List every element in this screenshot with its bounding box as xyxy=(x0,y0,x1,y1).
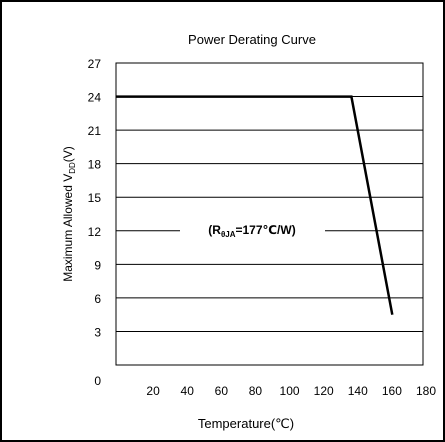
y-axis-label: Maximum Allowed VDD(V) xyxy=(61,146,77,282)
derating-curve xyxy=(116,95,394,315)
y-axis-label-main: Maximum Allowed V xyxy=(61,174,75,282)
y-tick-labels: 0 3 6 9 12 15 18 21 24 27 xyxy=(88,57,102,388)
chart-title: Power Derating Curve xyxy=(188,32,316,47)
gridlines xyxy=(116,96,423,332)
x-axis-label: Temperature(℃) xyxy=(198,416,294,431)
x-tick-label: 100 xyxy=(280,384,300,398)
x-tick-label: 160 xyxy=(382,384,402,398)
x-tick-label: 80 xyxy=(249,384,263,398)
y-axis-label-subscript: DD xyxy=(68,162,77,174)
y-tick-label: 9 xyxy=(94,258,101,272)
y-tick-label: 0 xyxy=(94,374,101,388)
y-axis-label-unit: (V) xyxy=(61,146,75,162)
y-tick-label: 27 xyxy=(88,57,102,71)
annotation-prefix: (R xyxy=(208,223,221,237)
annotation-suffix: =177℃/W) xyxy=(236,223,296,237)
y-tick-label: 6 xyxy=(94,292,101,306)
x-tick-label: 60 xyxy=(215,384,229,398)
y-tick-label: 21 xyxy=(88,124,102,138)
x-tick-label: 20 xyxy=(146,384,160,398)
x-tick-labels: 20 40 60 80 100 120 140 160 180 xyxy=(146,384,436,398)
x-tick-label: 40 xyxy=(181,384,195,398)
annotation-background xyxy=(180,219,325,239)
y-tick-label: 12 xyxy=(88,225,102,239)
y-tick-label: 18 xyxy=(88,158,102,172)
x-tick-label: 180 xyxy=(416,384,436,398)
x-tick-label: 120 xyxy=(314,384,334,398)
plot-area xyxy=(115,62,424,366)
thermal-resistance-annotation: (RθJA=177℃/W) xyxy=(208,223,295,239)
y-tick-label: 3 xyxy=(94,325,101,339)
y-tick-label: 24 xyxy=(88,91,102,105)
y-tick-label: 15 xyxy=(88,191,102,205)
x-tick-label: 140 xyxy=(348,384,368,398)
annotation-subscript: θJA xyxy=(221,230,236,239)
